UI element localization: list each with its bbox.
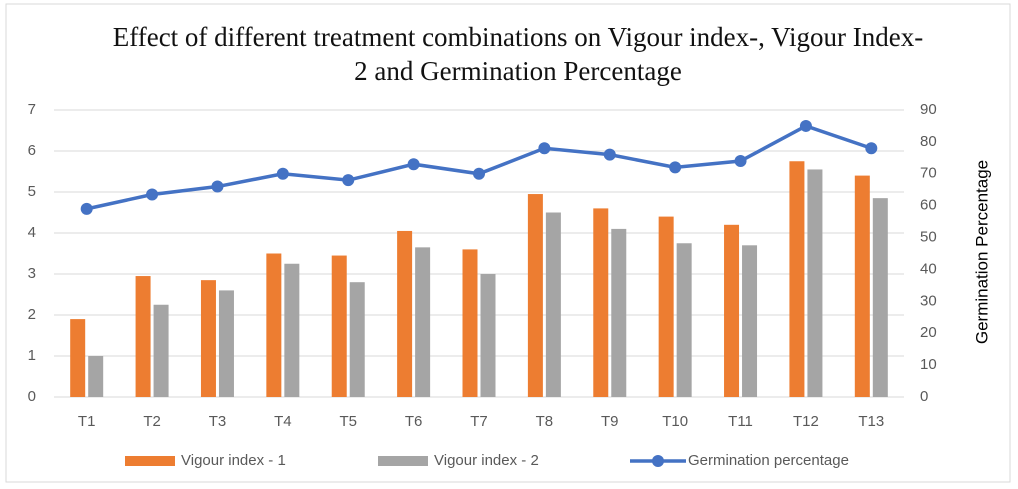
bar	[135, 276, 151, 397]
bar	[284, 263, 300, 397]
bar	[807, 169, 823, 397]
x-tick-label: T13	[858, 413, 884, 430]
y2-tick-label: 20	[920, 324, 937, 341]
x-tick-label: T8	[536, 413, 554, 430]
bar	[658, 216, 674, 397]
line-point	[473, 167, 485, 180]
legend-label: Vigour index - 1	[181, 452, 286, 469]
chart-frame	[5, 3, 1011, 483]
legend-swatch	[378, 456, 428, 466]
y2-axis-label: Germination Percentage	[972, 160, 991, 344]
y2-tick-label: 30	[920, 292, 937, 309]
bar	[480, 274, 496, 397]
y2-tick-label: 10	[920, 356, 937, 373]
legend-swatch	[652, 455, 664, 467]
bar	[218, 290, 234, 397]
bar	[397, 230, 413, 397]
x-tick-label: T6	[405, 413, 423, 430]
x-tick-label: T5	[339, 413, 357, 430]
line-point	[799, 119, 812, 132]
x-tick-label: T1	[78, 413, 96, 430]
line-point	[342, 174, 355, 187]
line-point	[146, 188, 159, 201]
y2-tick-label: 50	[920, 229, 937, 246]
y2-tick-label: 70	[920, 165, 937, 182]
bar	[527, 194, 543, 397]
bar	[676, 243, 692, 397]
bar	[349, 282, 365, 397]
line-point	[603, 148, 616, 161]
y-tick-label: 5	[28, 183, 36, 200]
bar	[266, 253, 282, 397]
bar	[70, 319, 86, 397]
chart-title: Effect of different treatment combinatio…	[112, 22, 924, 86]
x-tick-label: T10	[662, 413, 688, 430]
x-tick-label: T9	[601, 413, 619, 430]
y-tick-label: 3	[28, 265, 36, 282]
legend-label: Vigour index - 2	[434, 452, 539, 469]
bar	[872, 198, 888, 397]
bar	[593, 208, 609, 397]
line-point	[407, 158, 420, 171]
bar	[611, 228, 627, 397]
line-point	[669, 161, 682, 174]
bar	[462, 249, 478, 397]
bar	[331, 255, 347, 397]
y-tick-label: 2	[28, 306, 36, 323]
bar	[545, 212, 561, 397]
bar	[200, 280, 216, 397]
line-point	[865, 142, 878, 155]
line-point	[211, 180, 224, 193]
line-point	[538, 142, 551, 155]
bar	[724, 224, 740, 397]
x-tick-label: T4	[274, 413, 292, 430]
y2-tick-label: 90	[920, 101, 937, 118]
bar	[789, 161, 805, 397]
bar	[742, 245, 758, 397]
x-tick-label: T7	[470, 413, 488, 430]
line-point	[734, 155, 747, 168]
y-tick-label: 7	[28, 101, 36, 118]
bar	[415, 247, 431, 397]
bar	[88, 356, 104, 397]
y2-tick-label: 60	[920, 197, 937, 214]
x-tick-label: T2	[143, 413, 161, 430]
y-tick-label: 6	[28, 142, 36, 159]
y-tick-label: 4	[28, 224, 36, 241]
y-tick-label: 0	[28, 388, 36, 405]
line	[86, 124, 872, 211]
y2-tick-label: 80	[920, 133, 937, 150]
x-tick-label: T11	[728, 413, 753, 430]
bar	[153, 304, 169, 397]
legend-label: Germination percentage	[688, 452, 849, 469]
legend-swatch	[125, 456, 175, 466]
bar	[854, 175, 870, 397]
line-point	[276, 167, 289, 180]
x-tick-label: T3	[209, 413, 227, 430]
x-tick-label: T12	[793, 413, 819, 430]
y-tick-label: 1	[28, 347, 36, 364]
y2-tick-label: 0	[920, 388, 928, 405]
y2-tick-label: 40	[920, 260, 937, 277]
line-point	[80, 202, 93, 215]
